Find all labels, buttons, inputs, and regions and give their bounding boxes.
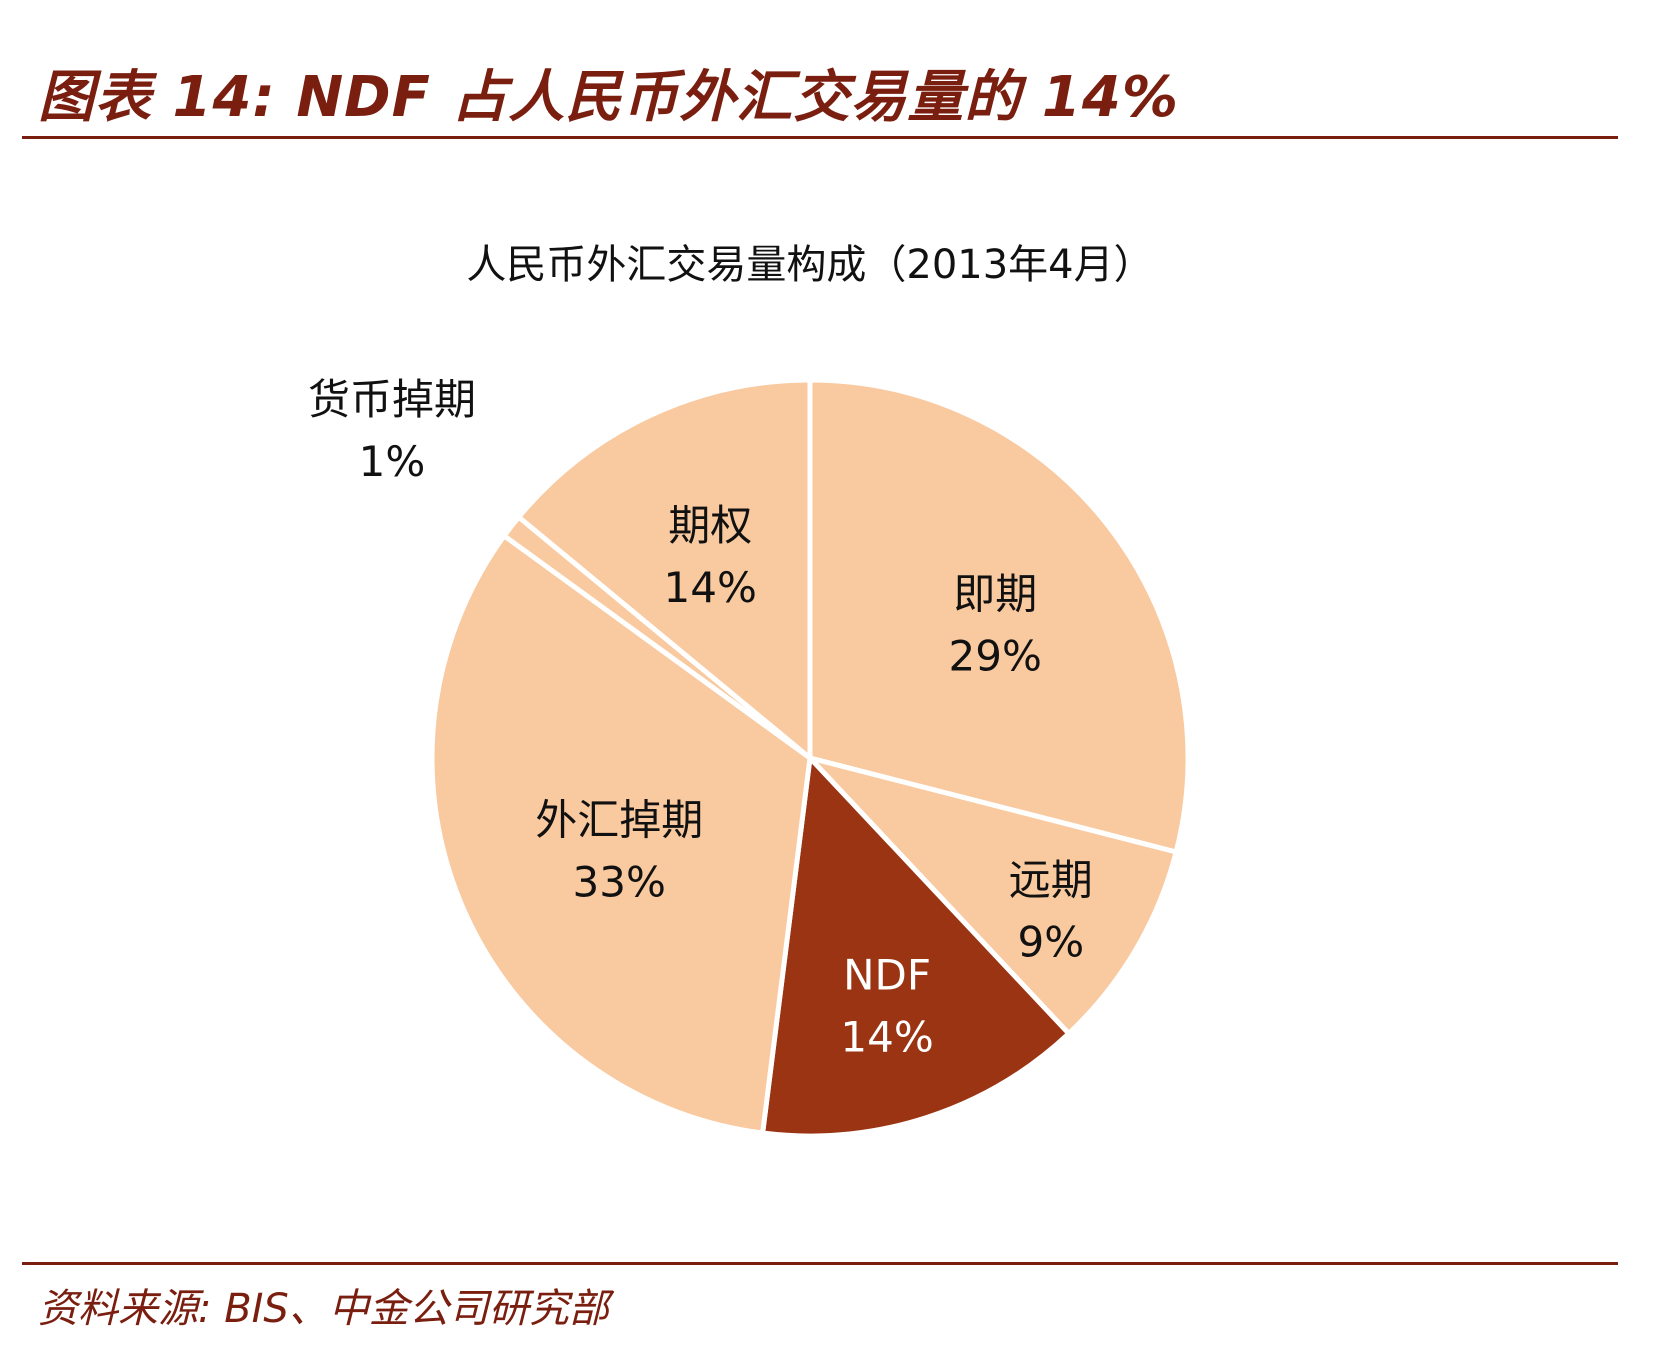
figure-title: 图表 14: NDF 占人民币外汇交易量的 14% [38, 65, 1179, 130]
pie-slice-name-2: 远期 [1009, 855, 1093, 904]
title-divider [22, 136, 1618, 139]
pie-labels: 即期 29% 远期 9% NDF 14% 外汇掉期 33% 货币掉期 1% 期权 14% [308, 375, 1093, 1061]
pie-slice-name-4: 外汇掉期 [535, 796, 703, 845]
pie-slice-name-5: 货币掉期 [308, 375, 476, 424]
pie-slice-value-2: 9% [1017, 917, 1084, 966]
pie-slice-value-4: 33% [573, 858, 666, 907]
footer-divider [22, 1262, 1618, 1265]
pie-slice-3 [760, 755, 1072, 1139]
pie-slice-value-5: 1% [359, 437, 426, 486]
pie-slice-value-1: 29% [949, 631, 1042, 680]
pie-slice-name-3: NDF [843, 950, 931, 999]
pie-chart: 人民币外汇交易量构成（2013年4月） 即期 29% 远期 9% NDF 14% 外汇掉期 3… [307, 242, 1191, 1139]
pie-slices [429, 377, 1191, 1139]
pie-slice-6 [516, 377, 813, 761]
pie-slice-name-6: 期权 [668, 501, 752, 550]
pie-slice-1 [807, 377, 1191, 855]
pie-slice-value-3: 14% [840, 1012, 933, 1061]
pie-slice-name-1: 即期 [953, 569, 1037, 618]
pie-slice-value-6: 14% [664, 563, 757, 612]
pie-slice-4 [429, 533, 813, 1136]
pie-slice-2 [807, 755, 1179, 1037]
source-note: 资料来源: BIS、中金公司研究部 [38, 1286, 609, 1332]
chart-title: 人民币外汇交易量构成（2013年4月） [466, 242, 1153, 288]
